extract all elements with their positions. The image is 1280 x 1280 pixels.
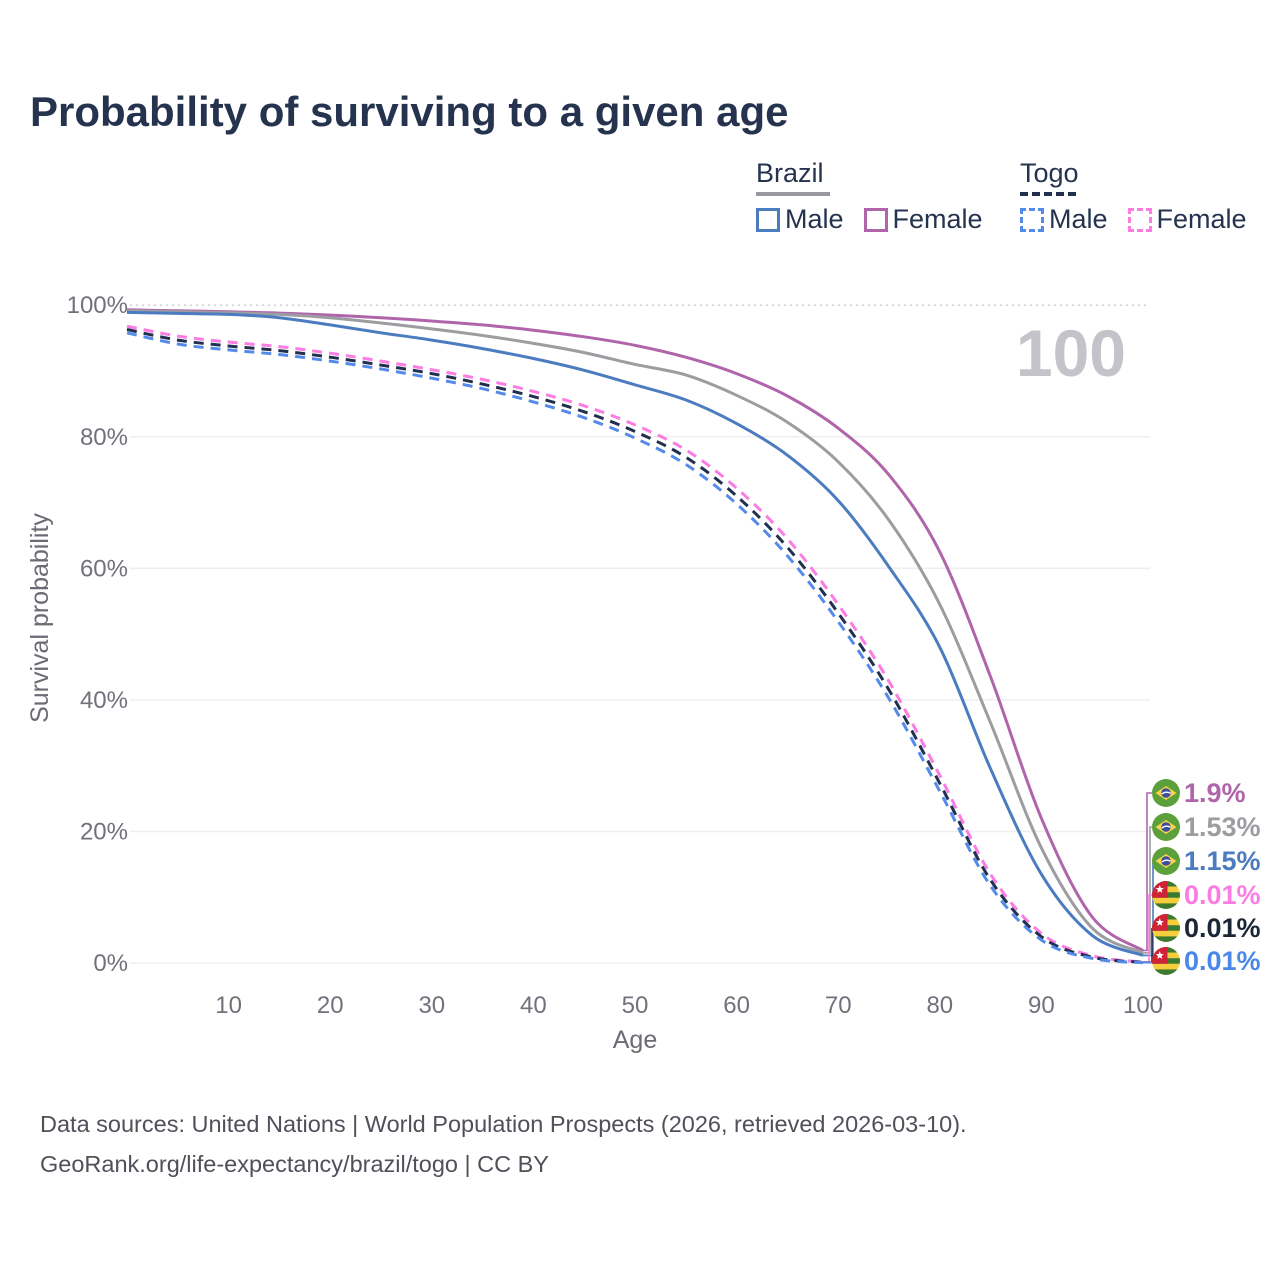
legend-swatch-togo-male [1020, 207, 1044, 232]
x-axis-ticks: 10 20 30 40 50 60 70 80 90 100 [215, 992, 1163, 1019]
legend-group-togo: Togo Male Female [1020, 158, 1247, 235]
page-title: Probability of surviving to a given age [30, 88, 789, 135]
y-tick-20: 20% [80, 818, 128, 845]
legend-item-togo-female[interactable]: Female [1127, 204, 1247, 235]
legend: Brazil Male Female Togo Male [0, 0, 1280, 260]
y-tick-40: 40% [80, 687, 128, 714]
y-tick-80: 80% [80, 424, 128, 451]
x-tick-40: 40 [520, 992, 547, 1019]
togo-flag-stripes [1152, 914, 1180, 942]
togo-flag-stripe [1152, 903, 1180, 909]
curves [126, 308, 1144, 965]
x-tick-80: 80 [926, 992, 953, 1019]
legend-item-label: Female [1156, 204, 1247, 234]
y-tick-60: 60% [80, 555, 128, 582]
legend-item-togo-male[interactable]: Male [1020, 204, 1108, 235]
togo-flag-stripe [1152, 930, 1180, 937]
legend-item-label: Male [1049, 204, 1108, 234]
legend-swatch-brazil-male [756, 207, 780, 232]
togo-flag-icon [1152, 881, 1180, 909]
x-tick-10: 10 [215, 992, 242, 1019]
curve-togo-total[interactable] [126, 328, 1144, 964]
legend-underline-brazil [756, 192, 830, 196]
curve-brazil-total[interactable] [126, 309, 1144, 955]
end-label-brazil-total: 1.53% [1184, 812, 1261, 842]
connector-brazil-female [1143, 792, 1152, 952]
legend-underline-togo [1020, 192, 1076, 196]
x-tick-50: 50 [622, 992, 649, 1019]
legend-group-brazil-title: Brazil [756, 158, 824, 188]
x-tick-90: 90 [1028, 992, 1055, 1019]
togo-flag-stripe [1152, 963, 1180, 970]
end-labels: 1.9%1.53%1.15%0.01%0.01%0.01% [1152, 778, 1261, 976]
attribution-line: GeoRank.org/life-expectancy/brazil/togo … [40, 1151, 549, 1178]
x-axis-title: Age [613, 1026, 657, 1054]
y-axis-ticks: 0% 20% 40% 60% 80% 100% [67, 292, 128, 977]
togo-flag-stripe [1152, 936, 1180, 942]
y-axis-title: Survival probability [26, 513, 54, 723]
x-tick-20: 20 [317, 992, 344, 1019]
age-counter-watermark: 100 [1016, 316, 1126, 390]
legend-item-brazil-male[interactable]: Male [756, 204, 844, 235]
y-tick-0: 0% [93, 950, 128, 977]
legend-group-brazil: Brazil Male Female [756, 158, 983, 235]
end-label-connectors [1143, 792, 1156, 964]
togo-flag-stripe [1152, 897, 1180, 904]
curve-brazil-female[interactable] [126, 308, 1144, 952]
togo-flag-star [1155, 951, 1164, 959]
togo-flag-star [1155, 885, 1164, 893]
end-label-togo-male: 0.01% [1184, 946, 1261, 976]
togo-flag-stripe [1152, 969, 1180, 975]
legend-item-brazil-female[interactable]: Female [863, 204, 983, 235]
togo-flag-stripes [1152, 947, 1180, 975]
brazil-flag-icon [1152, 813, 1180, 841]
legend-item-label: Female [892, 204, 983, 234]
togo-flag-stripes [1152, 881, 1180, 909]
connector-brazil-total [1143, 826, 1152, 954]
x-tick-60: 60 [723, 992, 750, 1019]
brazil-flag-globe [1161, 822, 1171, 832]
x-tick-100: 100 [1123, 992, 1163, 1019]
togo-flag-icon [1152, 914, 1180, 942]
brazil-flag-band [1161, 859, 1171, 863]
source-footer: Data sources: United Nations | World Pop… [40, 1104, 967, 1185]
togo-flag-icon [1152, 947, 1180, 975]
legend-item-label: Male [785, 204, 844, 234]
curve-brazil-male[interactable] [126, 310, 1144, 957]
y-tick-100: 100% [67, 292, 128, 319]
legend-swatch-togo-female [1127, 207, 1152, 232]
togo-flag-star [1155, 918, 1164, 926]
end-label-brazil-female: 1.9% [1184, 778, 1246, 808]
legend-swatch-brazil-female [863, 207, 888, 232]
end-label-togo-total: 0.01% [1184, 913, 1261, 943]
legend-group-togo-title: Togo [1020, 158, 1079, 188]
end-label-togo-female: 0.01% [1184, 880, 1261, 910]
brazil-flag-icon [1152, 779, 1180, 807]
brazil-flag-globe [1161, 856, 1171, 866]
brazil-flag-band [1161, 825, 1171, 829]
brazil-flag-globe [1161, 788, 1171, 798]
x-tick-30: 30 [418, 992, 445, 1019]
x-tick-70: 70 [825, 992, 852, 1019]
data-sources-line: Data sources: United Nations | World Pop… [40, 1111, 967, 1137]
gridlines [130, 304, 1150, 964]
curve-togo-female[interactable] [126, 324, 1144, 964]
curve-togo-male[interactable] [126, 331, 1144, 965]
end-label-brazil-male: 1.15% [1184, 846, 1261, 876]
brazil-flag-band [1161, 791, 1171, 795]
brazil-flag-icon [1152, 847, 1180, 875]
